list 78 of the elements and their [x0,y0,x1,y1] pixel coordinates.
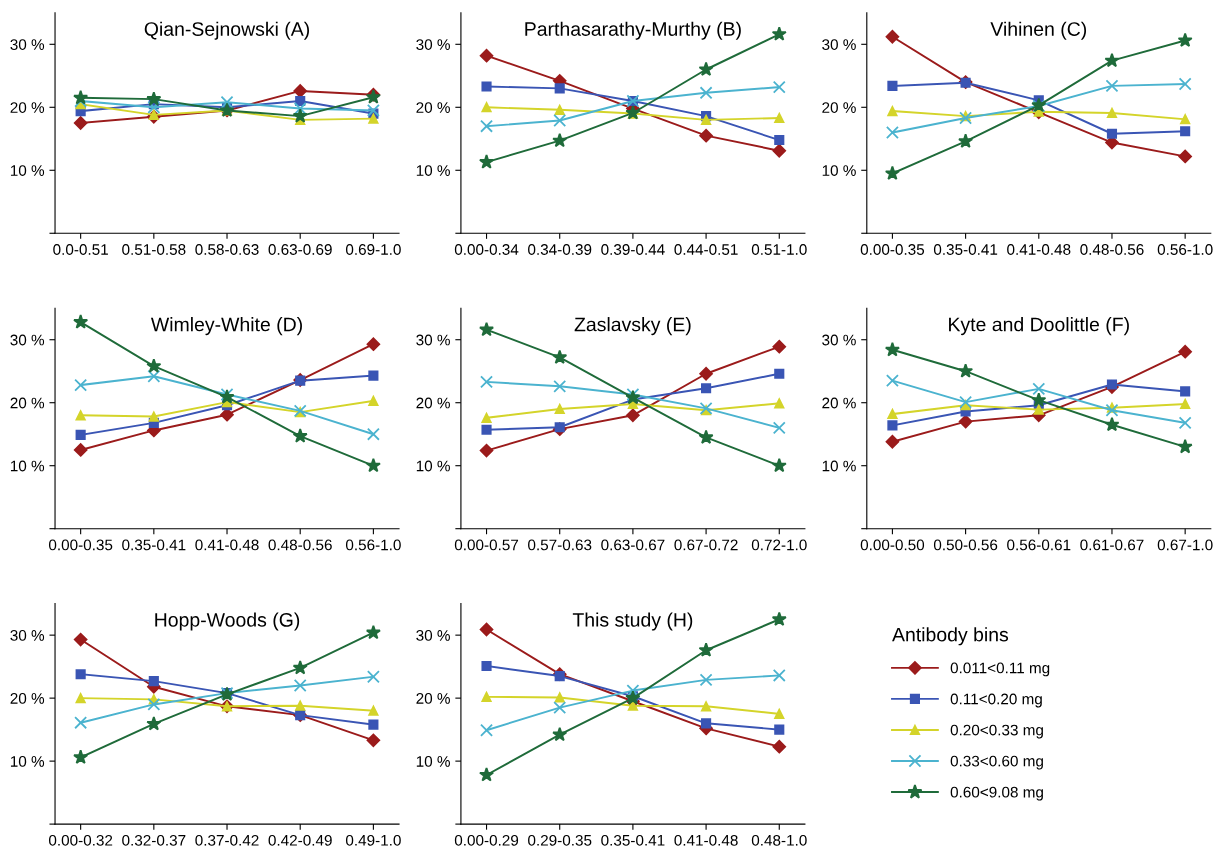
chart-title: This study (H) [572,612,693,631]
x-tick-label: 0.58-0.63 [195,244,259,255]
x-tick-label: 0.48-1.0 [751,834,807,846]
x-tick-label: 0.32-0.37 [122,834,186,846]
y-tick-label: 20 % [416,397,450,409]
x-tick-label: 0.63-0.67 [601,539,665,551]
y-tick-label: 30 % [10,39,45,50]
y-tick-label: 10 % [10,755,45,767]
x-tick-label: 0.63-0.69 [268,244,332,255]
x-tick-label: 0.72-1.0 [751,539,807,551]
chart-title: Hopp-Woods (G) [155,612,300,631]
x-tick-label: 0.00-0.35 [860,244,925,255]
chart-title: Parthasarathy-Murthy (B) [525,21,741,40]
x-tick-label: 0.56-0.61 [1007,539,1071,551]
x-tick-label: 0.56-1.0 [1157,244,1213,255]
legend-label: 0.11<0.20 mg [950,693,1042,708]
y-tick-label: 20 % [10,693,45,704]
y-tick-label: 20 % [822,397,856,409]
x-tick-label: 0.41-0.48 [1007,244,1071,255]
x-tick-label: 0.51-0.58 [122,244,186,255]
x-tick-label: 0.00-0.32 [48,834,113,846]
x-tick-label: 0.48-0.56 [1080,244,1144,255]
x-tick-label: 0.00-0.34 [454,244,519,255]
y-tick-label: 10 % [822,165,856,176]
x-tick-label: 0.00-0.50 [860,539,925,551]
y-tick-label: 20 % [416,102,450,113]
y-tick-label: 20 % [10,397,45,409]
y-tick-label: 30 % [10,630,45,641]
chart-title: Vihinen (C) [990,21,1087,40]
y-tick-label: 20 % [10,102,45,113]
x-tick-label: 0.49-1.0 [345,834,401,846]
x-tick-label: 0.39-0.44 [601,244,665,255]
x-tick-label: 0.57-0.63 [528,539,592,551]
x-tick-label: 0.35-0.41 [601,834,665,846]
legend-label: 0.20<0.33 mg [950,724,1043,739]
x-tick-label: 0.00-0.35 [48,539,113,551]
y-tick-label: 10 % [416,460,450,472]
chart-title: Qian-Sejnowski (A) [144,21,310,40]
y-tick-label: 20 % [822,102,856,113]
y-tick-label: 10 % [416,165,450,176]
x-tick-label: 0.0-0.51 [53,244,108,255]
y-tick-label: 30 % [416,334,450,346]
chart-title: Kyte and Doolittle (F) [949,317,1129,336]
x-tick-label: 0.61-0.67 [1080,539,1144,551]
y-tick-label: 10 % [10,460,45,472]
x-tick-label: 0.42-0.49 [268,834,332,846]
x-tick-label: 0.48-0.56 [268,539,332,551]
y-tick-label: 10 % [416,755,450,767]
x-tick-label: 0.67-0.72 [674,539,738,551]
x-tick-label: 0.00-0.29 [454,834,519,846]
legend-label: 0.33<0.60 mg [950,755,1043,770]
legend-title: Antibody bins [892,627,1009,646]
x-tick-label: 0.37-0.42 [195,834,259,846]
x-tick-label: 0.69-1.0 [345,244,401,255]
y-tick-label: 10 % [10,165,45,176]
x-tick-label: 0.41-0.48 [195,539,259,551]
x-tick-label: 0.41-0.48 [674,834,738,846]
x-tick-label: 0.35-0.41 [122,539,186,551]
x-tick-label: 0.67-1.0 [1157,539,1213,551]
legend-label: 0.60<9.08 mg [950,786,1043,801]
y-tick-label: 30 % [10,334,45,346]
chart-title: Zaslavsky (E) [574,317,691,336]
y-tick-label: 30 % [822,39,856,50]
y-tick-label: 20 % [416,693,450,704]
x-tick-label: 0.51-1.0 [751,244,807,255]
y-tick-label: 30 % [416,630,450,641]
x-tick-label: 0.44-0.51 [674,244,738,255]
y-tick-label: 30 % [822,334,856,346]
x-tick-label: 0.00-0.57 [454,539,519,551]
x-tick-label: 0.29-0.35 [528,834,592,846]
legend-label: 0.011<0.11 mg [950,662,1050,677]
x-tick-label: 0.50-0.56 [933,539,998,551]
x-tick-label: 0.35-0.41 [933,244,998,255]
x-tick-label: 0.34-0.39 [528,244,592,255]
y-tick-label: 10 % [822,460,856,472]
chart-title: Wimley-White (D) [150,317,302,336]
y-tick-label: 30 % [416,39,450,50]
x-tick-label: 0.56-1.0 [345,539,401,551]
